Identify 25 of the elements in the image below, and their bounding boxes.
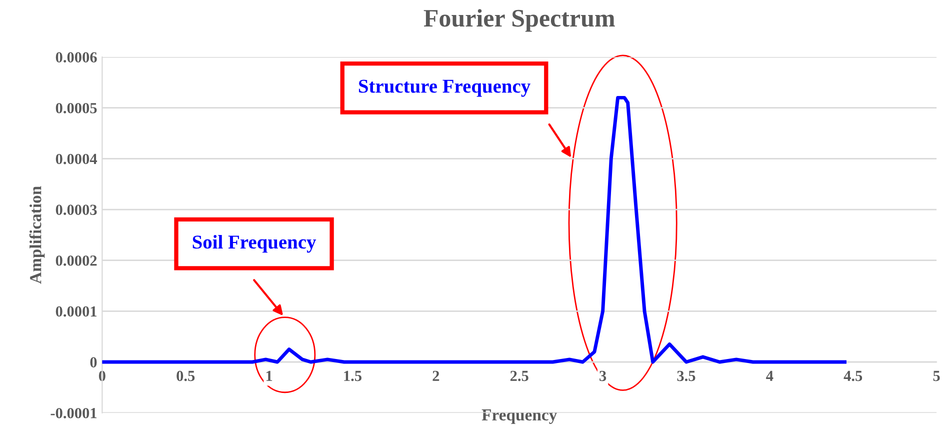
x-tick-label: 0 (98, 370, 106, 382)
y-tick-label: 0.0001 (56, 306, 97, 317)
x-axis-title: Frequency (482, 409, 558, 424)
x-tick-label: 1 (266, 370, 272, 381)
x-tick-label: 3.5 (677, 370, 696, 382)
x-tick-label: 5 (933, 370, 940, 382)
annotation: Soil Frequency (192, 234, 316, 253)
y-tick-label: 0.0002 (56, 255, 97, 266)
y-tick-label: -0.0001 (50, 408, 97, 418)
x-tick-label: 4.5 (844, 370, 862, 382)
y-axis-title: Amplification (29, 186, 45, 284)
x-tick-label: 1.5 (344, 370, 362, 382)
x-tick-label: 2.5 (510, 370, 528, 382)
x-tick-label: 3 (600, 370, 606, 382)
y-tick-label: 0.0003 (56, 204, 97, 216)
y-tick-label: 0.0006 (56, 52, 97, 63)
line-series (102, 96, 846, 364)
annotation: Structure Frequency (358, 80, 530, 97)
x-tick-label: 2 (432, 370, 440, 381)
y-tick-label: 0.0005 (56, 102, 97, 114)
chart-title: Fourier Spectrum (424, 9, 615, 32)
y-tick-label: 0.0004 (56, 154, 98, 164)
x-tick-label: 4 (766, 370, 774, 381)
x-tick-label: 0.5 (176, 370, 195, 382)
y-tick-label: 0 (90, 357, 97, 368)
